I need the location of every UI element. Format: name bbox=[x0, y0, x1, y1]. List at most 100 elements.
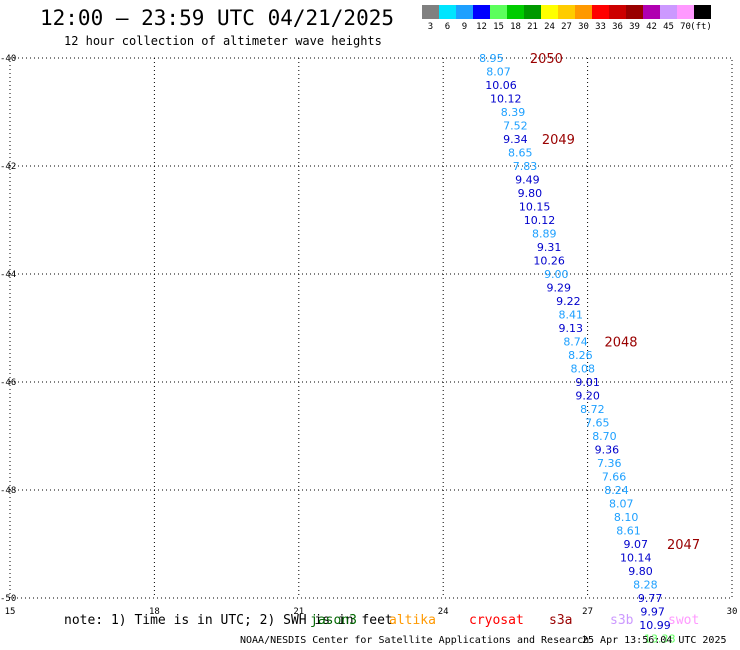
scale-swatch bbox=[609, 5, 626, 19]
satellite-legend-item: s3b bbox=[610, 613, 634, 628]
wave-height-value: 8.95 bbox=[479, 52, 504, 65]
wave-height-value: 8.28 bbox=[633, 579, 658, 592]
wave-height-value: 10.99 bbox=[639, 619, 671, 632]
scale-swatch bbox=[541, 5, 558, 19]
satellite-legend-item: s3a bbox=[549, 613, 573, 628]
scale-unit-label: (ft) bbox=[690, 22, 712, 32]
wave-height-value: 9.31 bbox=[537, 241, 562, 254]
wave-height-value: 10.26 bbox=[533, 255, 565, 268]
wave-height-value: 9.97 bbox=[640, 606, 665, 619]
chart-subtitle: 12 hour collection of altimeter wave hei… bbox=[64, 34, 382, 48]
scale-swatch bbox=[643, 5, 660, 19]
satellite-legend-item: swot bbox=[668, 613, 700, 628]
chart-title: 12:00 – 23:59 UTC 04/21/2025 bbox=[40, 6, 395, 30]
wave-height-value: 8.08 bbox=[571, 363, 596, 376]
scale-label: 9 bbox=[461, 22, 468, 32]
wave-height-value: 9.00 bbox=[544, 268, 569, 281]
scale-label: 27 bbox=[561, 22, 572, 32]
scale-swatch bbox=[473, 5, 490, 19]
generated-timestamp: 25 Apr 13:56:04 UTC 2025 bbox=[582, 635, 727, 646]
wave-height-value: 8.65 bbox=[508, 147, 533, 160]
x-tick-label: 21 bbox=[293, 607, 304, 617]
wave-height-value: 7.83 bbox=[513, 160, 538, 173]
satellite-legend-item: cryosat bbox=[469, 613, 524, 628]
wave-height-value: 13.38 bbox=[644, 633, 676, 646]
x-tick-label: 30 bbox=[727, 607, 738, 617]
track-label: 2050 bbox=[530, 52, 563, 67]
scale-label: 39 bbox=[629, 22, 640, 32]
scale-swatch bbox=[592, 5, 609, 19]
scale-label: 36 bbox=[612, 22, 623, 32]
wave-height-value: 10.06 bbox=[485, 79, 517, 92]
scale-label: 12 bbox=[476, 22, 487, 32]
credit-line: NOAA/NESDIS Center for Satellite Applica… bbox=[240, 635, 590, 646]
scale-label: 21 bbox=[527, 22, 538, 32]
y-tick-label: -42 bbox=[0, 162, 16, 172]
wave-height-value: 9.36 bbox=[595, 444, 620, 457]
scale-label: 33 bbox=[595, 22, 606, 32]
wave-height-value: 9.49 bbox=[515, 174, 540, 187]
wave-height-value: 7.65 bbox=[585, 417, 610, 430]
scale-swatch bbox=[626, 5, 643, 19]
scale-label: 70 bbox=[680, 22, 691, 32]
wave-height-value: 9.20 bbox=[575, 390, 600, 403]
wave-height-value: 7.36 bbox=[597, 457, 622, 470]
scale-swatch bbox=[507, 5, 524, 19]
scale-label: 45 bbox=[663, 22, 674, 32]
satellite-legend-item: altika bbox=[389, 613, 436, 628]
wave-height-value: 8.07 bbox=[609, 498, 634, 511]
scale-swatch bbox=[558, 5, 575, 19]
wave-height-value: 8.61 bbox=[616, 525, 641, 538]
scale-swatch bbox=[694, 5, 711, 19]
scale-swatch bbox=[456, 5, 473, 19]
x-tick-label: 27 bbox=[582, 607, 593, 617]
y-tick-label: -44 bbox=[0, 270, 16, 280]
satellite-legend-item: jason3 bbox=[310, 613, 357, 628]
scale-label: 3 bbox=[427, 22, 434, 32]
wave-height-value: 8.72 bbox=[580, 403, 605, 416]
scale-swatch bbox=[575, 5, 592, 19]
wave-height-value: 9.29 bbox=[546, 282, 571, 295]
footer-note: note: 1) Time is in UTC; 2) SWH is in fe… bbox=[64, 613, 393, 628]
scale-swatch bbox=[660, 5, 677, 19]
wave-height-value: 8.70 bbox=[592, 430, 617, 443]
wave-height-value: 9.80 bbox=[518, 187, 543, 200]
wave-height-value: 8.41 bbox=[559, 309, 584, 322]
wave-height-value: 10.15 bbox=[519, 201, 551, 214]
scale-swatch bbox=[524, 5, 541, 19]
wave-height-value: 8.89 bbox=[532, 228, 557, 241]
wave-height-value: 8.10 bbox=[614, 511, 639, 524]
scale-label: 42 bbox=[646, 22, 657, 32]
scale-swatch bbox=[677, 5, 694, 19]
x-tick-label: 24 bbox=[438, 607, 449, 617]
scale-swatch bbox=[439, 5, 456, 19]
y-tick-label: -46 bbox=[0, 378, 16, 388]
wave-height-value: 8.26 bbox=[568, 349, 593, 362]
wave-height-value: 7.52 bbox=[503, 120, 528, 133]
scale-label: 24 bbox=[544, 22, 555, 32]
x-tick-label: 15 bbox=[5, 607, 16, 617]
track-label: 2048 bbox=[604, 336, 637, 351]
wave-height-value: 8.07 bbox=[486, 66, 511, 79]
track-label: 2049 bbox=[542, 133, 575, 148]
x-tick-label: 18 bbox=[149, 607, 160, 617]
wave-height-value: 9.22 bbox=[556, 295, 581, 308]
plot-frame bbox=[9, 57, 733, 599]
track-label: 2047 bbox=[667, 538, 700, 553]
wave-height-value: 9.34 bbox=[503, 133, 528, 146]
wave-height-value: 8.39 bbox=[501, 106, 526, 119]
wave-height-value: 7.66 bbox=[602, 471, 627, 484]
wave-height-value: 10.14 bbox=[620, 552, 652, 565]
wave-height-value: 8.74 bbox=[563, 336, 588, 349]
wave-height-value: 9.13 bbox=[559, 322, 584, 335]
wave-height-value: 9.07 bbox=[623, 538, 648, 551]
scale-swatch bbox=[490, 5, 507, 19]
wave-height-value: 10.12 bbox=[490, 93, 522, 106]
scale-label: 6 bbox=[444, 22, 451, 32]
wave-height-value: 10.12 bbox=[524, 214, 556, 227]
wave-height-value: 8.24 bbox=[604, 484, 629, 497]
scale-swatch bbox=[422, 5, 439, 19]
wave-height-value: 9.77 bbox=[638, 592, 663, 605]
y-tick-label: -50 bbox=[0, 594, 16, 604]
